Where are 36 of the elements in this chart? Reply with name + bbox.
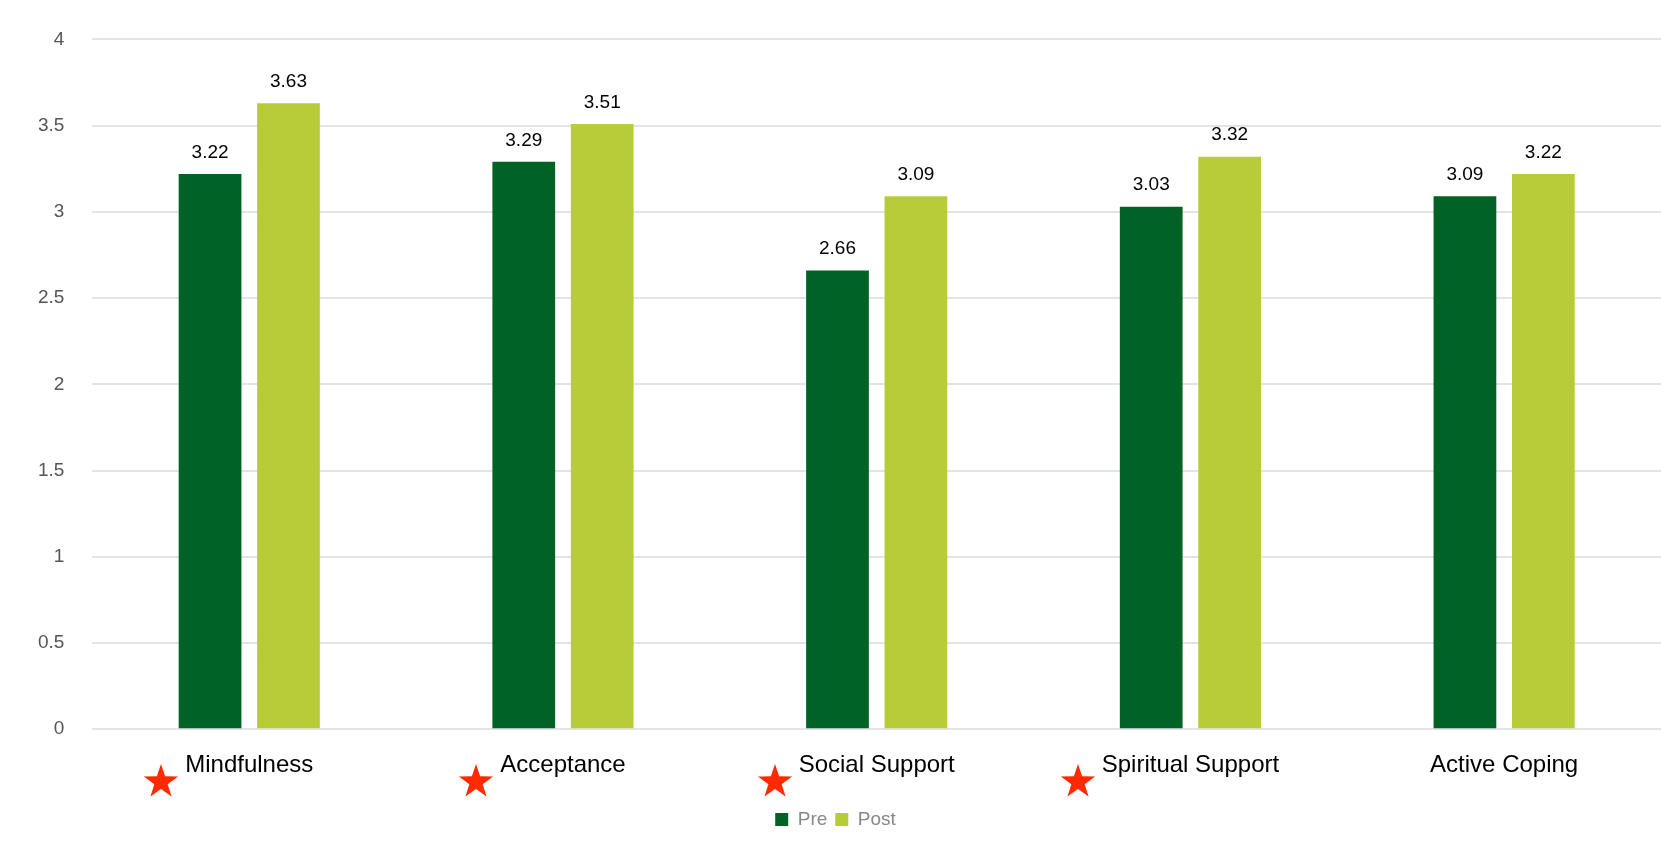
y-tick-label: 2.5: [37, 286, 65, 308]
bar: [884, 196, 948, 729]
y-tick-label: 2: [53, 372, 65, 394]
bar: [1119, 206, 1183, 729]
data-label: 3.09: [897, 163, 935, 185]
bar: [570, 123, 634, 729]
bar: [1511, 173, 1575, 729]
bar: [806, 270, 869, 729]
y-tick-label: 0.5: [37, 631, 65, 653]
bar: [257, 103, 320, 729]
y-tick-label: 3: [53, 200, 65, 222]
data-label: 3.29: [505, 128, 543, 150]
bar: [1433, 196, 1497, 729]
data-label: 3.22: [1524, 140, 1562, 162]
data-label: 3.03: [1132, 173, 1170, 195]
data-label: 2.66: [819, 237, 856, 259]
data-label: 3.63: [269, 69, 307, 91]
x-tick-label: Social Support: [798, 750, 956, 778]
legend-label: Pre: [797, 807, 828, 829]
x-tick-label: Active Coping: [1430, 750, 1579, 778]
y-tick-label: 4: [53, 27, 65, 49]
data-label: 3.22: [191, 140, 229, 162]
y-tick-label: 0: [53, 717, 65, 739]
y-tick-label: 1: [53, 544, 65, 566]
x-tick-label: Acceptance: [500, 750, 626, 778]
bar: [1198, 156, 1262, 729]
y-tick-label: 1.5: [37, 458, 65, 480]
bar: [492, 161, 556, 729]
data-label: 3.51: [583, 90, 621, 112]
data-label: 3.09: [1446, 163, 1484, 185]
x-tick-label: Mindfulness: [185, 750, 314, 778]
data-label: 3.32: [1211, 123, 1249, 145]
bar: [178, 173, 242, 729]
legend-label: Post: [857, 807, 897, 829]
y-tick-label: 3.5: [37, 113, 65, 135]
x-tick-label: Spiritual Support: [1101, 750, 1280, 778]
